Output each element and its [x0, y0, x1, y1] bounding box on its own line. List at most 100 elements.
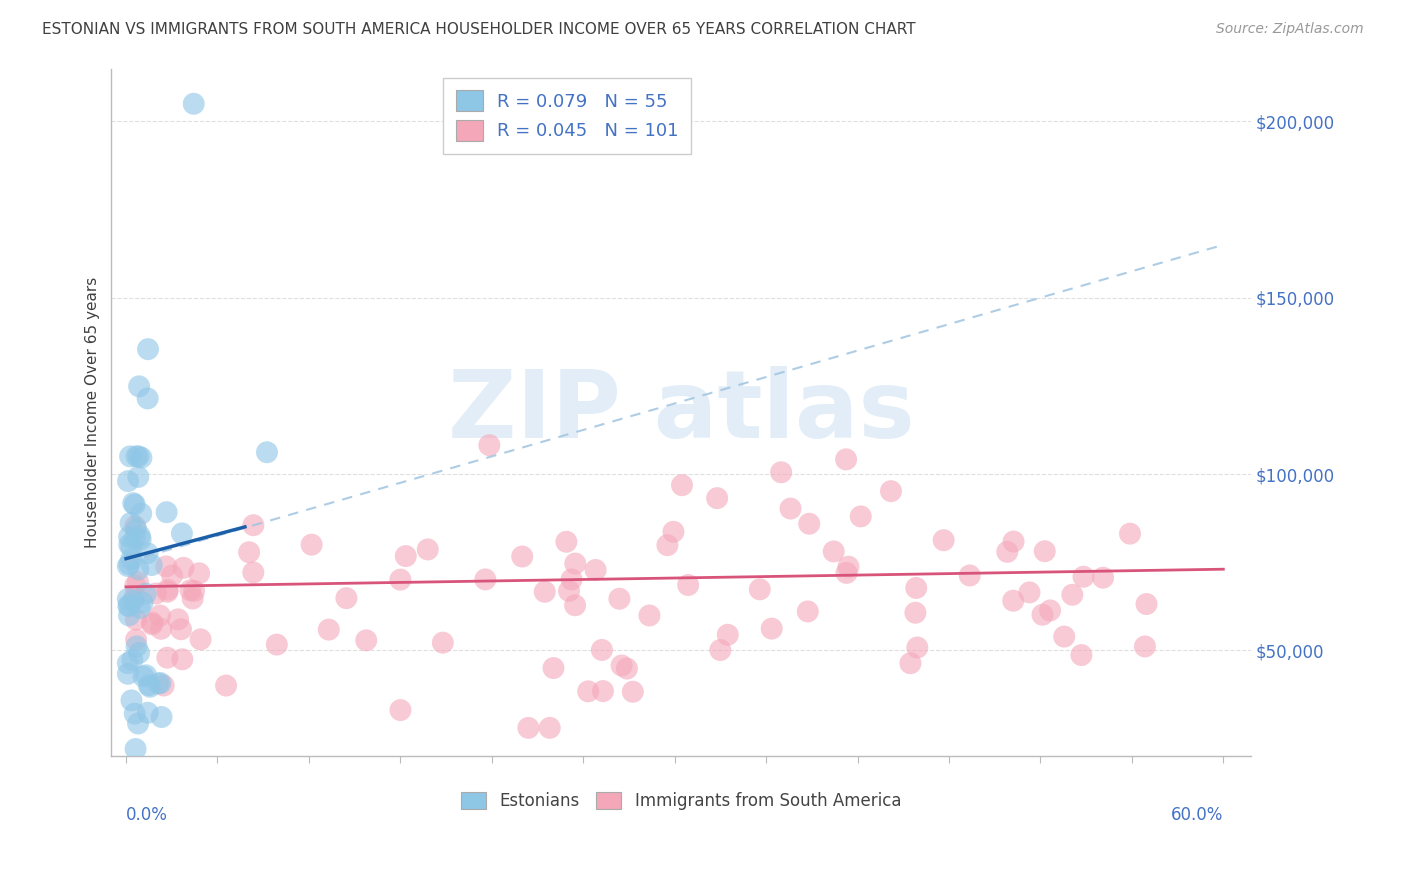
Point — [671, 478, 693, 492]
Point — [478, 438, 501, 452]
Point — [904, 606, 927, 620]
Point — [150, 710, 173, 724]
Point — [621, 684, 644, 698]
Point — [136, 546, 159, 560]
Point — [128, 646, 150, 660]
Point — [558, 583, 581, 598]
Point — [173, 561, 195, 575]
Point — [128, 450, 150, 464]
Point — [880, 484, 903, 499]
Point — [215, 679, 238, 693]
Point — [190, 632, 212, 647]
Point — [849, 509, 872, 524]
Point — [797, 604, 820, 618]
Point — [118, 558, 141, 572]
Point — [136, 392, 159, 406]
Point — [657, 538, 679, 552]
Point — [129, 507, 152, 521]
Legend: Estonians, Immigrants from South America: Estonians, Immigrants from South America — [454, 785, 908, 816]
Point — [132, 669, 155, 683]
Point — [538, 721, 561, 735]
Point — [318, 623, 340, 637]
Point — [181, 591, 204, 606]
Point — [432, 635, 454, 649]
Point — [128, 379, 150, 393]
Text: 0.0%: 0.0% — [127, 805, 167, 823]
Point — [533, 584, 555, 599]
Y-axis label: Householder Income Over 65 years: Householder Income Over 65 years — [86, 277, 100, 548]
Point — [125, 450, 148, 464]
Point — [576, 684, 599, 698]
Point — [354, 633, 377, 648]
Point — [561, 573, 583, 587]
Point — [149, 608, 172, 623]
Point — [160, 568, 183, 582]
Point — [1053, 630, 1076, 644]
Point — [823, 544, 845, 558]
Point — [124, 519, 146, 533]
Point — [117, 559, 139, 574]
Point — [145, 586, 167, 600]
Point — [139, 680, 162, 694]
Point — [799, 516, 821, 531]
Point — [610, 658, 633, 673]
Point — [128, 529, 150, 543]
Point — [638, 608, 661, 623]
Text: 60.0%: 60.0% — [1171, 805, 1223, 823]
Point — [120, 516, 142, 530]
Point — [770, 465, 793, 479]
Point — [835, 452, 858, 467]
Point — [170, 622, 193, 636]
Point — [1073, 570, 1095, 584]
Point — [389, 573, 412, 587]
Point — [135, 668, 157, 682]
Point — [125, 640, 148, 654]
Point — [124, 706, 146, 721]
Point — [141, 617, 163, 632]
Point — [124, 578, 146, 592]
Point — [517, 721, 540, 735]
Point — [117, 591, 139, 606]
Point — [129, 533, 152, 547]
Point — [1092, 571, 1115, 585]
Point — [905, 640, 928, 655]
Point — [149, 676, 172, 690]
Point — [564, 557, 586, 571]
Point — [117, 599, 139, 613]
Point — [127, 470, 149, 484]
Point — [121, 653, 143, 667]
Point — [592, 684, 614, 698]
Point — [138, 678, 160, 692]
Point — [141, 558, 163, 572]
Point — [118, 538, 141, 552]
Point — [136, 706, 159, 720]
Point — [905, 581, 928, 595]
Point — [335, 591, 357, 606]
Point — [183, 583, 205, 598]
Point — [136, 342, 159, 356]
Point — [616, 662, 638, 676]
Point — [709, 643, 731, 657]
Point — [125, 632, 148, 647]
Point — [256, 445, 278, 459]
Point — [1133, 640, 1156, 654]
Point — [266, 638, 288, 652]
Point — [188, 566, 211, 581]
Point — [835, 566, 858, 580]
Point — [1070, 648, 1092, 662]
Point — [128, 601, 150, 615]
Point — [591, 643, 613, 657]
Point — [118, 599, 141, 613]
Point — [238, 545, 260, 559]
Point — [155, 505, 177, 519]
Point — [1135, 597, 1157, 611]
Point — [242, 518, 264, 533]
Point — [301, 538, 323, 552]
Point — [120, 552, 142, 566]
Point — [141, 615, 163, 630]
Point — [118, 530, 141, 544]
Point — [1018, 585, 1040, 599]
Text: ESTONIAN VS IMMIGRANTS FROM SOUTH AMERICA HOUSEHOLDER INCOME OVER 65 YEARS CORRE: ESTONIAN VS IMMIGRANTS FROM SOUTH AMERIC… — [42, 22, 915, 37]
Point — [117, 657, 139, 671]
Point — [131, 450, 153, 465]
